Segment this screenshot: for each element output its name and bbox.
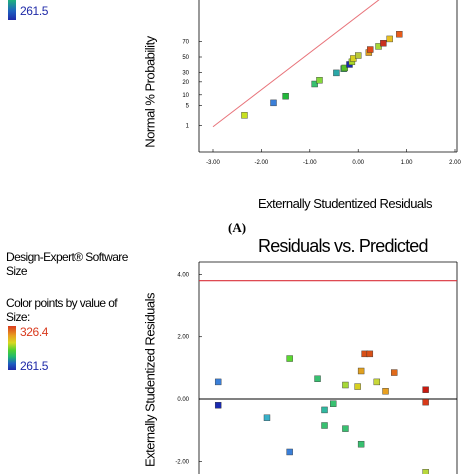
software-label: Design-Expert® Software [6,250,128,264]
color-scale-bar-top [8,0,16,20]
residuals-point [286,355,293,362]
residuals-chart-title: Residuals vs. Predicted [258,236,428,256]
residuals-point [366,350,374,358]
normal-plot-y-tick-label: 70 [182,40,189,46]
normal-plot-point [375,43,382,50]
residuals-point [321,406,328,414]
residuals-point [330,400,337,407]
residuals-point [214,402,222,409]
color-scale-max-label: 326.4 [20,325,49,339]
normal-plot-y-tick-label: 10 [182,93,189,99]
residuals-point [391,369,398,376]
normal-plot-y-tick-label: 30 [182,70,189,76]
normal-plot-point [333,69,340,77]
residuals-point [214,378,222,386]
panel-a-label: (A) [228,220,247,235]
normal-plot-point [282,92,289,100]
residuals-point [342,381,349,389]
normal-plot-y-tick-label: 5 [186,104,190,110]
residuals-point [342,425,349,432]
response-label: Size [6,264,28,278]
residuals-y-tick-label: 0.00 [177,397,189,403]
residuals-point [422,386,429,393]
color-legend-subtitle: Size: [6,310,30,324]
normal-plot-point [367,46,374,53]
normal-plot-y-tick-label: 1 [186,124,190,130]
normal-plot-xlabel: Externally Studentized Residuals [258,196,433,211]
normal-plot-point [355,52,362,59]
normal-plot-y-tick-label: 20 [182,80,189,86]
residuals-point [263,414,271,421]
normal-plot-point [380,40,387,47]
normal-plot-y-tick-label: 50 [182,55,189,61]
normal-plot-point [316,77,323,84]
normal-plot-point [270,99,277,107]
residuals-point [357,367,365,375]
normal-plot-ylabel: Normal % Probability [142,36,158,148]
normal-plot-point [341,64,348,72]
normal-plot-point [396,31,403,38]
residuals-point [382,388,389,395]
residuals-point [357,440,365,448]
residuals-point [422,398,429,406]
residuals-point [373,378,381,386]
color-scale-min-label: 261.5 [20,359,49,373]
residuals-point [314,375,321,382]
residuals-point [422,469,429,474]
normal-plot-point [311,80,318,88]
normal-plot-x-tick-label: 2.00 [449,160,461,166]
color-scale-bar [8,326,16,370]
residuals-y-tick-label: -2.00 [175,459,189,465]
residuals-chart-ylabel: Externally Studentized Residuals [142,292,158,468]
normal-plot-point [241,112,248,119]
color-legend-title: Color points by value of [6,296,118,310]
normal-plot-x-tick-label: -3.00 [206,160,220,166]
residuals-point [321,422,328,429]
normal-plot-x-tick-label: 1.00 [401,160,413,166]
color-scale-min-label-top: 261.5 [20,4,49,18]
normal-plot-point [386,35,393,43]
normal-plot-x-tick-label: -1.00 [303,160,317,166]
normal-plot-x-tick-label: 0.00 [352,160,364,166]
residuals-point [354,383,361,390]
residuals-y-tick-label: 2.00 [177,335,189,341]
residuals-y-tick-label: 4.00 [177,272,189,278]
normal-plot-x-tick-label: -2.00 [255,160,269,166]
residuals-point [286,448,293,456]
normal-plot-reference-line [212,0,380,128]
